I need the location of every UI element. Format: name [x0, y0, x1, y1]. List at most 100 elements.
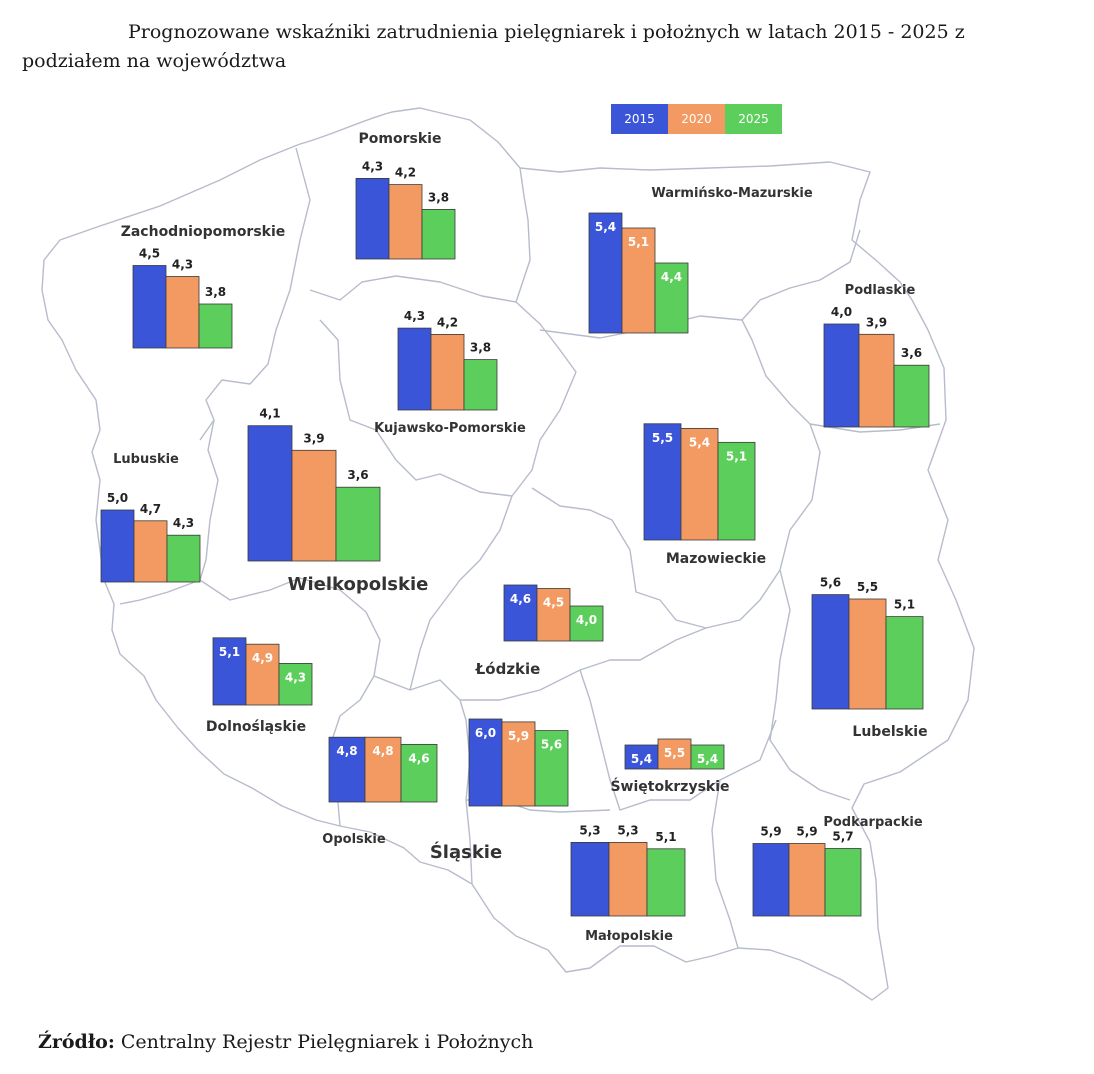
bar-2025 — [824, 848, 862, 917]
legend: 2015 2020 2025 — [611, 104, 782, 134]
data-label: 5,6 — [820, 576, 841, 590]
region-zachodniopomorskie: 4,5 4,3 3,8 Zachodniopomorskie — [121, 224, 286, 349]
bar-2025 — [885, 616, 924, 710]
region-name: Lubuskie — [113, 452, 179, 467]
data-label: 4,8 — [372, 744, 393, 758]
region-name: Opolskie — [322, 832, 386, 847]
region-name: Wielkopolskie — [288, 574, 429, 595]
region-name: Śląskie — [430, 841, 502, 863]
bar-2025 — [400, 744, 438, 803]
data-label: 4,2 — [437, 315, 458, 329]
region-swietokrzyskie: 5,4 5,5 5,4 Świętokrzyskie — [610, 738, 730, 795]
bar-2015 — [247, 425, 293, 562]
data-label: 5,1 — [219, 645, 240, 659]
data-label: 5,1 — [894, 598, 915, 612]
bar-2025 — [690, 744, 725, 770]
data-label: 4,4 — [661, 270, 682, 284]
region-border — [741, 229, 861, 321]
region-wielkopolskie: 4,1 3,9 3,6 Wielkopolskie — [247, 407, 429, 595]
bar-2020 — [430, 333, 465, 411]
data-label: 4,3 — [173, 516, 194, 530]
region-kujawsko-pomorskie: 4,3 4,2 3,8 Kujawsko-Pomorskie — [374, 309, 526, 436]
data-label: 4,3 — [172, 258, 193, 272]
bar-2020 — [536, 588, 571, 642]
bar-2020 — [388, 184, 423, 260]
bar-2015 — [624, 744, 659, 770]
bar-2015 — [823, 323, 860, 428]
data-label: 4,3 — [362, 159, 383, 173]
bar-2025 — [463, 359, 498, 411]
legend-item-2025: 2025 — [725, 104, 782, 134]
data-label: 5,4 — [697, 752, 718, 766]
bar-2025 — [893, 364, 930, 428]
region-border — [309, 275, 577, 497]
data-label: 5,1 — [628, 235, 649, 249]
data-label: 5,1 — [655, 830, 676, 844]
region-malopolskie: 5,3 5,3 5,1 Małopolskie — [570, 823, 686, 944]
bar-2020 — [858, 333, 895, 428]
region-name: Łódzkie — [475, 660, 541, 678]
bar-2015 — [328, 736, 366, 803]
data-label: 5,3 — [579, 823, 600, 837]
bar-2025 — [569, 605, 604, 642]
source-label: Źródło: — [38, 1031, 115, 1053]
region-lodzkie: 4,6 4,5 4,0 Łódzkie — [475, 584, 604, 678]
data-label: 5,9 — [760, 825, 781, 839]
bar-2015 — [212, 637, 247, 706]
region-border — [769, 569, 851, 801]
data-label: 5,1 — [726, 449, 747, 463]
region-name: Warmińsko-Mazurskie — [651, 186, 812, 201]
region-border — [199, 147, 311, 441]
region-name: Podkarpackie — [823, 815, 922, 830]
data-label: 5,3 — [617, 823, 638, 837]
bar-2020 — [848, 598, 887, 710]
region-border — [515, 167, 531, 303]
data-label: 5,7 — [832, 830, 853, 844]
region-border — [119, 419, 219, 605]
bar-2020 — [133, 520, 168, 583]
region-pomorskie: 4,3 4,2 3,8 Pomorskie — [355, 131, 456, 260]
bar-2025 — [646, 848, 686, 917]
bar-2020 — [245, 643, 280, 706]
data-label: 3,8 — [470, 341, 491, 355]
data-label: 4,7 — [140, 502, 161, 516]
data-label: 4,8 — [336, 744, 357, 758]
bar-2025 — [421, 208, 456, 260]
data-label: 4,0 — [831, 305, 852, 319]
bar-2025 — [278, 663, 313, 706]
bar-2025 — [654, 262, 689, 334]
bar-2025 — [717, 441, 756, 541]
data-label: 5,0 — [107, 491, 128, 505]
bar-2020 — [621, 227, 656, 334]
region-name: Zachodniopomorskie — [121, 224, 286, 240]
data-label: 4,9 — [252, 651, 273, 665]
region-slaskie: 6,0 5,9 5,6 Śląskie — [430, 718, 569, 863]
region-lubelskie: 5,6 5,5 5,1 Lubelskie — [811, 576, 928, 740]
bar-2015 — [503, 584, 538, 642]
bar-2020 — [788, 843, 826, 917]
bar-2015 — [397, 327, 432, 411]
region-dolnoslaskie: 5,1 4,9 4,3 Dolnośląskie — [206, 637, 313, 735]
bar-2015 — [100, 509, 135, 583]
bar-2015 — [811, 594, 850, 710]
legend-item-2015: 2015 — [611, 104, 668, 134]
data-label: 5,9 — [508, 729, 529, 743]
data-label: 4,6 — [510, 592, 531, 606]
region-name: Kujawsko-Pomorskie — [374, 421, 526, 436]
data-label: 3,8 — [205, 285, 226, 299]
data-label: 4,0 — [576, 613, 597, 627]
bar-2020 — [291, 449, 337, 562]
country-border — [41, 107, 975, 1001]
data-label: 4,2 — [395, 166, 416, 180]
data-label: 3,6 — [347, 468, 368, 482]
bar-2020 — [680, 427, 719, 541]
bar-2015 — [132, 265, 167, 349]
source-note: Źródło: Centralny Rejestr Pielęgniarek i… — [38, 1031, 533, 1053]
region-warminsko-mazurskie: 5,4 5,1 4,4 Warmińsko-Mazurskie — [588, 186, 813, 334]
data-label: 4,1 — [259, 407, 280, 421]
region-border — [579, 669, 777, 811]
data-label: 5,5 — [857, 580, 878, 594]
data-label: 5,9 — [796, 825, 817, 839]
data-label: 4,5 — [139, 247, 160, 261]
